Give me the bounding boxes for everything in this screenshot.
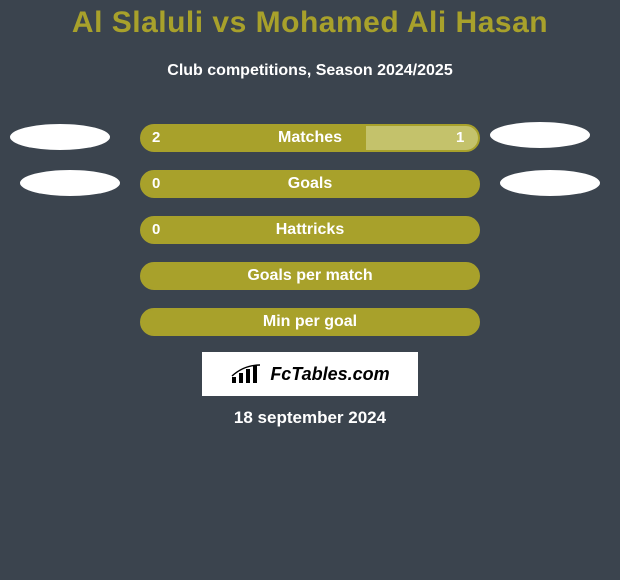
stat-row: Hattricks0 <box>0 216 620 244</box>
bar-track <box>140 308 480 336</box>
footer-brand-text: FcTables.com <box>270 364 389 385</box>
stat-row: Goals0 <box>0 170 620 198</box>
player-right-bubble <box>500 170 600 196</box>
bar-left-fill <box>142 218 478 242</box>
bar-track <box>140 170 480 198</box>
stat-row: Matches21 <box>0 124 620 152</box>
bar-track <box>140 124 480 152</box>
footer-logo: FcTables.com <box>202 352 418 396</box>
bar-left-fill <box>142 172 478 196</box>
bar-right-fill <box>366 126 478 150</box>
player-right-bubble <box>490 122 590 148</box>
bar-left-fill <box>142 310 478 334</box>
bar-left-fill <box>142 264 478 288</box>
page-subtitle: Club competitions, Season 2024/2025 <box>0 62 620 80</box>
date-text: 18 september 2024 <box>0 408 620 428</box>
stat-row: Min per goal <box>0 308 620 336</box>
comparison-rows: Matches21 Goals0 Hattricks0 Goals per match… <box>0 124 620 354</box>
bar-track <box>140 216 480 244</box>
bar-track <box>140 262 480 290</box>
player-left-bubble <box>20 170 120 196</box>
stat-row: Goals per match <box>0 262 620 290</box>
bar-left-fill <box>142 126 366 150</box>
player-left-bubble <box>10 124 110 150</box>
page-title: Al Slaluli vs Mohamed Ali Hasan <box>0 6 620 40</box>
bar-chart-icon <box>230 363 264 385</box>
